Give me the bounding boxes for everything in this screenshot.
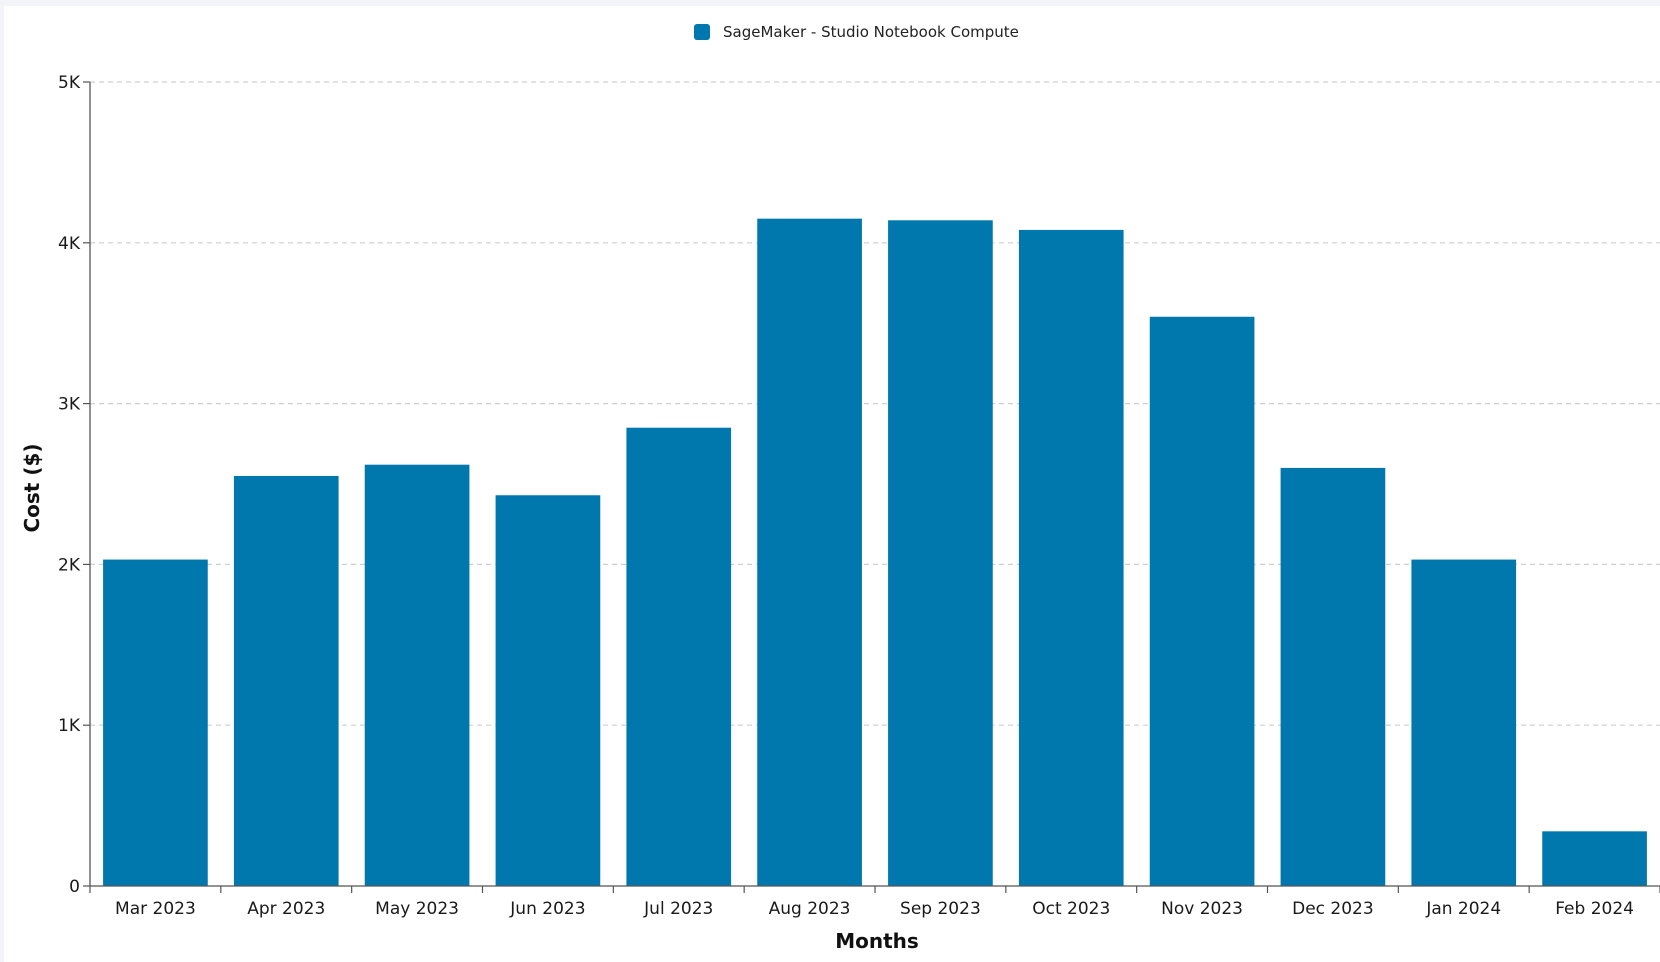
- bar: [757, 218, 862, 886]
- bar: [888, 220, 993, 887]
- x-axis-ticks: Mar 2023 Apr 2023 May 2023 Jun 2023 Jul 2023…: [89, 886, 1660, 919]
- x-tick-label: Jan 2024: [1425, 899, 1501, 919]
- x-tick-label: Nov 2023: [1161, 899, 1243, 919]
- x-tick-label: Jul 2023: [643, 899, 713, 919]
- x-tick-label: Dec 2023: [1292, 899, 1374, 919]
- y-tick-label: 0: [69, 877, 80, 897]
- x-tick-label: Oct 2023: [1032, 899, 1110, 919]
- y-axis-ticks: 0 1K 2K 3K 4K 5K: [58, 73, 90, 897]
- x-tick-label: Jun 2023: [509, 899, 585, 919]
- bar: [1149, 316, 1255, 886]
- x-tick-label: Apr 2023: [247, 899, 325, 919]
- bar: [1411, 559, 1517, 886]
- x-tick-label: May 2023: [375, 899, 459, 919]
- y-tick-label: 1K: [58, 716, 81, 736]
- x-tick-label: Mar 2023: [115, 899, 196, 919]
- bar: [1280, 467, 1386, 886]
- bar: [1542, 831, 1647, 886]
- legend-label: SageMaker - Studio Notebook Compute: [723, 23, 1019, 41]
- y-axis-title: Cost ($): [20, 443, 44, 532]
- bar: [1018, 229, 1124, 886]
- legend: SageMaker - Studio Notebook Compute: [694, 23, 1019, 41]
- chart-panel: SageMaker - Studio Notebook Compute 0 1K 2…: [4, 6, 1660, 962]
- x-tick-label: Feb 2024: [1555, 899, 1634, 919]
- y-tick-label: 4K: [58, 234, 81, 254]
- gridlines: [90, 81, 1660, 726]
- bar: [626, 427, 732, 886]
- y-tick-label: 3K: [58, 395, 81, 415]
- x-tick-label: Sep 2023: [900, 899, 981, 919]
- bar: [233, 475, 339, 886]
- legend-swatch: [694, 24, 710, 40]
- bars: [103, 218, 1647, 887]
- bar: [103, 559, 208, 886]
- x-tick-label: Aug 2023: [769, 899, 851, 919]
- bar: [495, 495, 601, 886]
- x-axis-title: Months: [835, 929, 919, 953]
- y-tick-label: 5K: [58, 73, 81, 93]
- bar-chart: SageMaker - Studio Notebook Compute 0 1K 2…: [20, 23, 1660, 953]
- bar: [364, 464, 470, 886]
- y-tick-label: 2K: [58, 555, 81, 575]
